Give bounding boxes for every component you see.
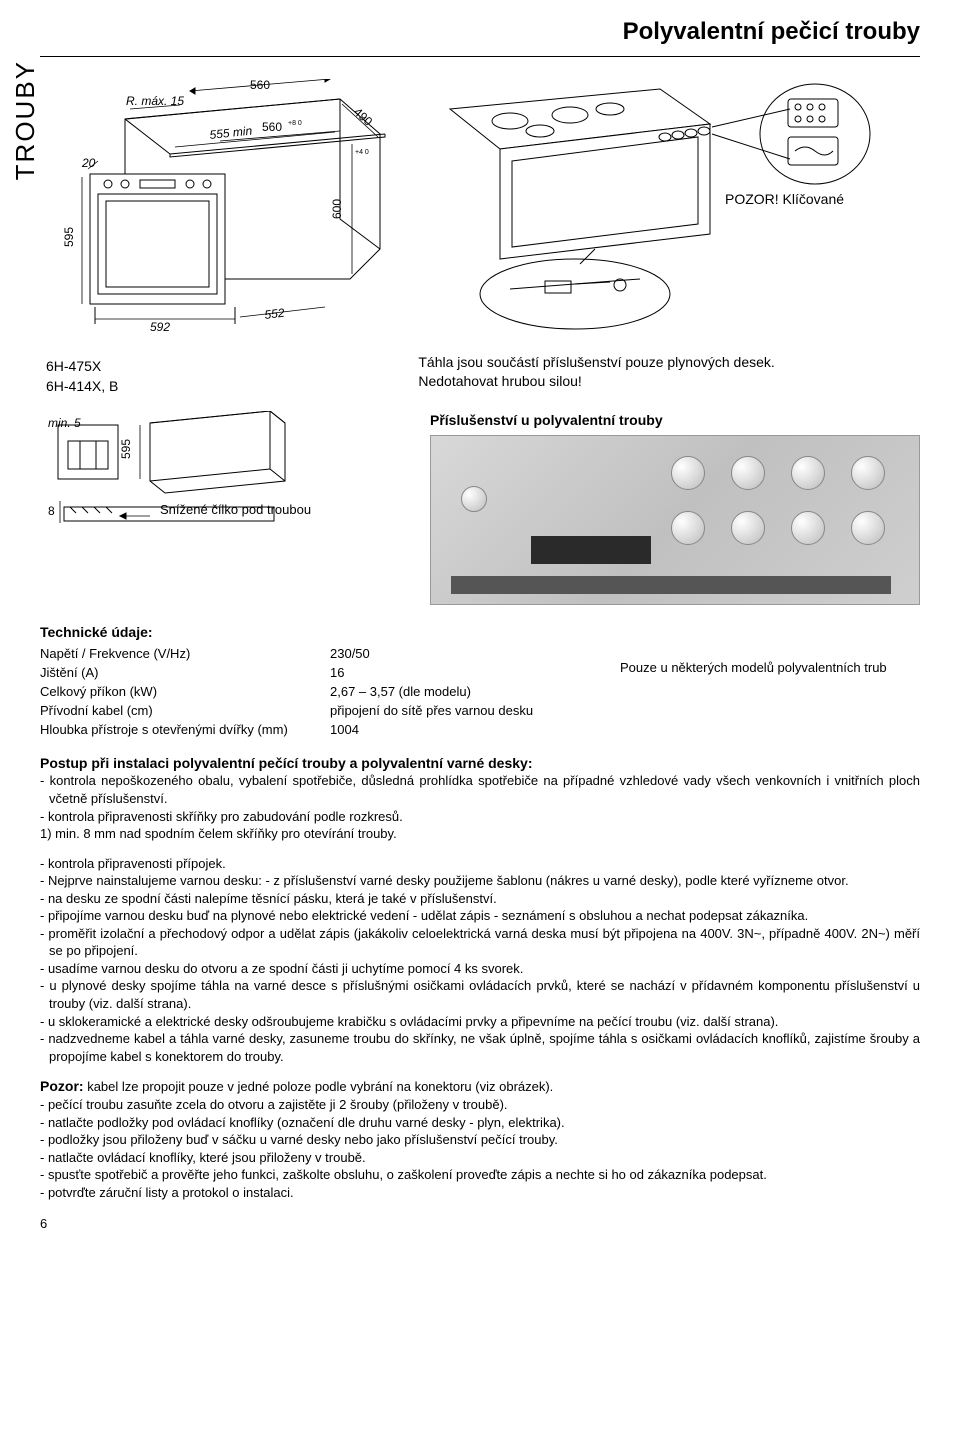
dim-min5: min. 5 bbox=[48, 415, 81, 431]
hob-connection-diagram: POZOR! Klíčované bbox=[430, 73, 920, 339]
caution-item: - natlačte podložky pod ovládací knoflík… bbox=[40, 1114, 920, 1132]
dim-bracket-595: 595 bbox=[119, 438, 133, 458]
spec-row: Přívodní kabel (cm) připojení do sítě př… bbox=[40, 702, 600, 721]
spec-row: Napětí / Frekvence (V/Hz) 230/50 bbox=[40, 645, 600, 664]
dim-20: 20 bbox=[81, 156, 96, 170]
conn-item: - u plynové desky spojíme táhla na varné… bbox=[40, 977, 920, 1012]
conn-item: - u sklokeramické a elektrické desky odš… bbox=[40, 1013, 920, 1031]
model-note: Táhla jsou součástí příslušenství pouze … bbox=[418, 349, 920, 391]
mid-diagrams-row: min. 5 bbox=[40, 411, 920, 606]
sidebar-category-label: TROUBY bbox=[8, 60, 43, 180]
dim-555min: 555 min bbox=[209, 124, 253, 142]
spec-side-note: Pouze u některých modelů polyvalentních … bbox=[620, 623, 920, 677]
page-number: 6 bbox=[40, 1215, 920, 1233]
caution-item: - potvrďte záruční listy a protokol o in… bbox=[40, 1184, 920, 1202]
dim-490: 490 bbox=[351, 105, 375, 129]
spec-row: Celkový příkon (kW) 2,67 – 3,57 (dle mod… bbox=[40, 683, 600, 702]
spec-table: Technické údaje: Napětí / Frekvence (V/H… bbox=[40, 623, 600, 739]
model-info-row: 6H-475X 6H-414X, B Táhla jsou součástí p… bbox=[40, 349, 920, 396]
model-note-line2: Nedotahovat hrubou silou! bbox=[418, 372, 920, 391]
dim-bracket-8: 8 bbox=[48, 504, 55, 518]
spec-title: Technické údaje: bbox=[40, 623, 600, 642]
spec-row: Hloubka přístroje s otevřenými dvířky (m… bbox=[40, 721, 600, 740]
spec-value: 230/50 bbox=[330, 645, 600, 664]
spec-row: Jištění (A) 16 bbox=[40, 664, 600, 683]
bracket-diagram-container: min. 5 bbox=[40, 411, 410, 606]
caution-item: - natlačte ovládací knoflíky, které jsou… bbox=[40, 1149, 920, 1167]
top-diagrams-row: 560 R. máx. 15 555 min 560 +8 0 490 600 … bbox=[40, 73, 920, 339]
dim-cab560-tol: +8 0 bbox=[288, 120, 302, 127]
hob-warning-text: POZOR! Klíčované bbox=[725, 191, 844, 207]
model-numbers: 6H-475X 6H-414X, B bbox=[40, 349, 118, 396]
caution-item: - pečící troubu zasuňte zcela do otvoru … bbox=[40, 1096, 920, 1114]
dim-cab560: 560 bbox=[262, 120, 282, 134]
conn-item: - připojíme varnou desku buď na plynové … bbox=[40, 907, 920, 925]
spec-value: 2,67 – 3,57 (dle modelu) bbox=[330, 683, 600, 702]
install-section: Postup při instalaci polyvalentní pečící… bbox=[40, 754, 920, 843]
dim-rmax: R. máx. 15 bbox=[126, 94, 184, 108]
dim-600-tol: +4 0 bbox=[355, 149, 369, 156]
spec-value: 16 bbox=[330, 664, 600, 683]
caution-item: - podložky jsou přiloženy buď v sáčku u … bbox=[40, 1131, 920, 1149]
install-title: Postup při instalaci polyvalentní pečící… bbox=[40, 755, 532, 771]
install-item: 1) min. 8 mm nad spodním čelem skříňky p… bbox=[40, 825, 920, 843]
spec-label: Celkový příkon (kW) bbox=[40, 683, 330, 702]
conn-item: - kontrola připravenosti přípojek. bbox=[40, 855, 920, 873]
tech-specs-block: Technické údaje: Napětí / Frekvence (V/H… bbox=[40, 623, 920, 739]
dim-600: 600 bbox=[330, 199, 344, 219]
model-2: 6H-414X, B bbox=[46, 377, 118, 397]
model-1: 6H-475X bbox=[46, 357, 118, 377]
dim-552: 552 bbox=[264, 306, 286, 322]
spec-label: Jištění (A) bbox=[40, 664, 330, 683]
install-item: - kontrola nepoškozeného obalu, vybalení… bbox=[40, 772, 920, 807]
conn-item: - nadzvedneme kabel a táhla varné desky,… bbox=[40, 1030, 920, 1065]
caution-title: Pozor: bbox=[40, 1078, 84, 1094]
conn-item: - proměřit izolační a přechodový odpor a… bbox=[40, 925, 920, 960]
accessory-title: Příslušenství u polyvalentní trouby bbox=[430, 411, 920, 430]
conn-item: - Nejprve nainstalujeme varnou desku: - … bbox=[40, 872, 920, 890]
dim-560: 560 bbox=[250, 79, 270, 92]
spec-label: Hloubka přístroje s otevřenými dvířky (m… bbox=[40, 721, 330, 740]
conn-item: - usadíme varnou desku do otvoru a ze sp… bbox=[40, 960, 920, 978]
accessory-photo bbox=[430, 435, 920, 605]
caution-item: - spusťte spotřebič a prověřte jeho funk… bbox=[40, 1166, 920, 1184]
caution-lead: kabel lze propojit pouze v jedné poloze … bbox=[87, 1079, 553, 1094]
accessory-photo-block: Příslušenství u polyvalentní trouby bbox=[430, 411, 920, 606]
spec-value: připojení do sítě přes varnou desku bbox=[330, 702, 600, 721]
dim-592: 592 bbox=[150, 320, 170, 334]
conn-item: - na desku ze spodní části nalepíme těsn… bbox=[40, 890, 920, 908]
dim-595: 595 bbox=[62, 227, 76, 247]
bracket-label: Snížené čílko pod troubou bbox=[160, 501, 311, 519]
spec-label: Přívodní kabel (cm) bbox=[40, 702, 330, 721]
model-note-line1: Táhla jsou součástí příslušenství pouze … bbox=[418, 353, 920, 372]
install-item: - kontrola připravenosti skříňky pro zab… bbox=[40, 808, 920, 826]
spec-value: 1004 bbox=[330, 721, 600, 740]
connection-section: - kontrola připravenosti přípojek. - Nej… bbox=[40, 855, 920, 1066]
spec-label: Napětí / Frekvence (V/Hz) bbox=[40, 645, 330, 664]
page-title: Polyvalentní pečicí trouby bbox=[40, 0, 920, 57]
caution-section: Pozor: kabel lze propojit pouze v jedné … bbox=[40, 1077, 920, 1201]
oven-dimension-diagram: 560 R. máx. 15 555 min 560 +8 0 490 600 … bbox=[40, 73, 410, 339]
